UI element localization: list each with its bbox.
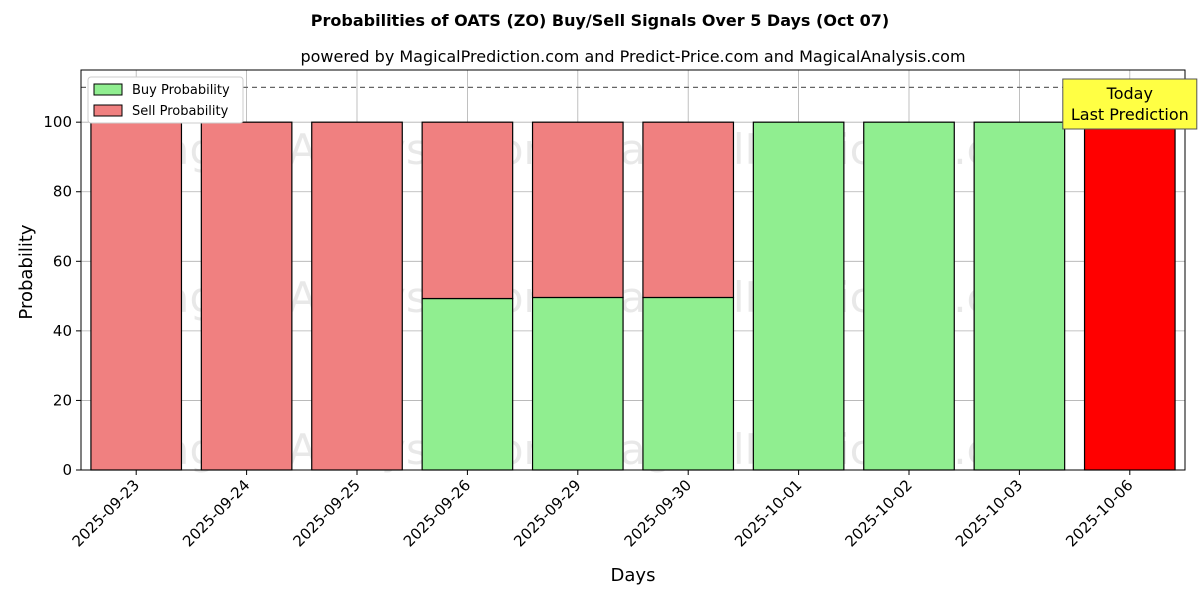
y-tick-label: 0 [62,461,72,479]
y-tick-label: 40 [53,322,72,340]
y-tick-label: 20 [53,391,72,409]
chart-subtitle: powered by MagicalPrediction.com and Pre… [300,47,965,66]
bar-sell [421,121,514,300]
y-axis-label: Probability [16,224,37,319]
bar-buy [863,121,955,471]
legend-box [87,76,244,124]
x-tick-label: 2025-09-26 [400,476,474,550]
bar-sell [642,121,735,299]
legend-swatch [93,83,123,96]
bar-buy [531,296,624,471]
bar-sell [1083,121,1176,471]
y-tick-label: 100 [43,113,72,131]
annotation-line: Last Prediction [1071,105,1189,124]
bar-buy [973,121,1066,471]
x-axis-label: Days [611,565,656,586]
legend-label: Buy Probability [132,83,230,98]
x-tick-label: 2025-09-30 [621,476,695,550]
chart-title: Probabilities of OATS (ZO) Buy/Sell Sign… [311,11,889,30]
legend-swatch [93,104,123,117]
bar-sell [311,121,403,471]
legend: Buy Probability Sell Probability [87,76,244,124]
bar-buy [642,296,735,471]
x-tick-label: 2025-10-01 [731,476,805,550]
x-tick-label: 2025-09-23 [69,476,143,550]
x-tick-label: 2025-09-24 [179,476,253,550]
bar-sell [531,121,624,299]
bar-buy [421,297,514,471]
bars [90,121,1176,471]
bar-buy [752,121,845,471]
y-tick-label: 80 [53,183,72,201]
bar-sell [200,121,293,471]
annotation-line: Today [1106,84,1153,103]
x-tick-label: 2025-10-06 [1062,476,1136,550]
x-tick-label: 2025-10-03 [952,476,1026,550]
legend-label: Sell Probability [132,104,229,119]
plot-frame [80,69,1186,471]
annotation-box [1062,78,1198,130]
y-axis-ticks: 0 20 40 60 80 100 [43,113,81,479]
y-tick-label: 60 [53,252,72,270]
x-tick-label: 2025-10-02 [841,476,915,550]
x-axis-ticks: 2025-09-23 2025-09-24 2025-09-25 2025-09-26… [69,470,1137,550]
bar-sell [90,121,183,471]
today-annotation: Today Last Prediction [1062,78,1198,130]
x-tick-label: 2025-09-29 [510,476,584,550]
x-tick-label: 2025-09-25 [289,476,363,550]
